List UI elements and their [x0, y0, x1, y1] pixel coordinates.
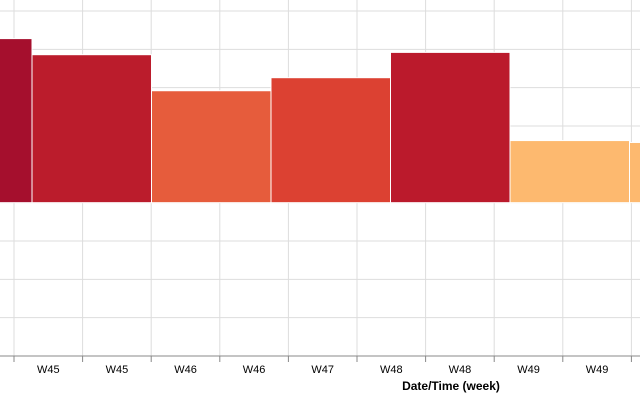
x-tick-label: W46: [243, 364, 266, 376]
x-tick-label: W45: [106, 364, 129, 376]
bar: [390, 51, 511, 204]
bar: [629, 141, 640, 204]
bar: [270, 77, 391, 204]
bar: [151, 90, 272, 204]
bar: [31, 54, 152, 204]
bar: [509, 140, 630, 204]
x-tick-label: W48: [449, 364, 472, 376]
x-tick-label: W48: [380, 364, 403, 376]
x-tick-label: W49: [517, 364, 540, 376]
x-tick-label: W45: [37, 364, 60, 376]
bar: [0, 38, 33, 204]
x-axis-title: Date/Time (week): [402, 379, 500, 393]
x-tick-label: W49: [586, 364, 609, 376]
x-tick-label: W46: [174, 364, 197, 376]
x-tick-label: W47: [311, 364, 334, 376]
